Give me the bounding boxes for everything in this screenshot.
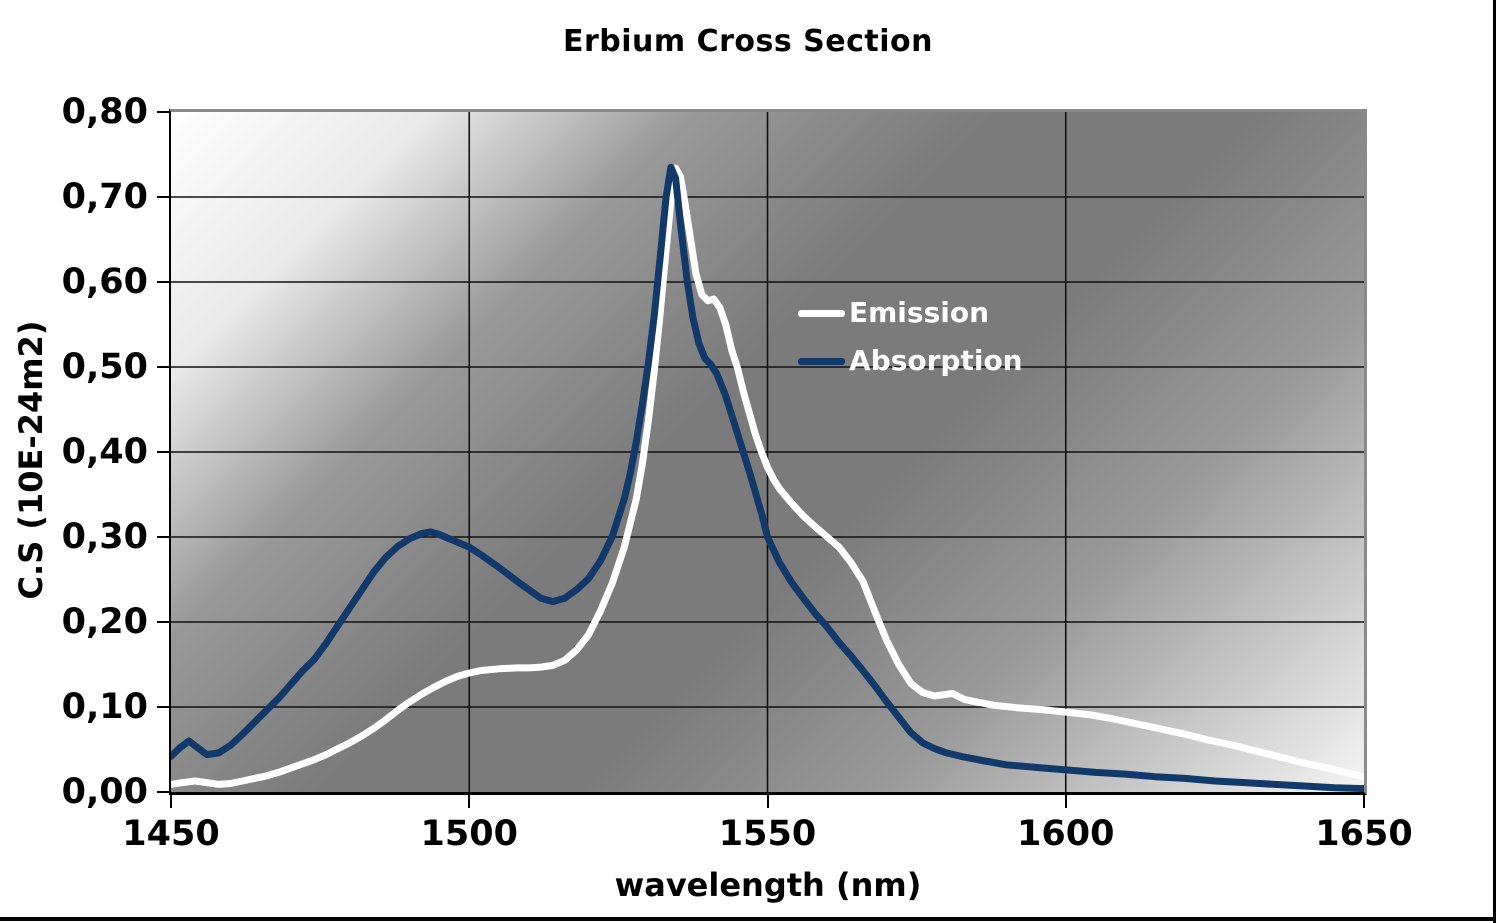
x-axis-tick — [1064, 795, 1067, 808]
y-tick-label: 0,00 — [61, 772, 148, 812]
chart-svg — [171, 112, 1364, 792]
x-axis-title: wavelength (nm) — [614, 866, 922, 904]
y-tick-label: 0,20 — [61, 602, 148, 642]
y-tick-label: 0,60 — [61, 262, 148, 302]
legend-item-emission: Emission — [798, 289, 1023, 337]
y-axis-tick — [157, 281, 170, 283]
x-tick-label: 1450 — [122, 814, 220, 854]
legend-item-absorption: Absorption — [798, 337, 1023, 385]
absorption-line — [171, 163, 1364, 792]
legend-label-absorption: Absorption — [849, 344, 1023, 377]
x-tick-label: 1500 — [420, 814, 518, 854]
y-tick-label: 0,50 — [61, 347, 148, 387]
plot-area: Emission Absorption — [169, 109, 1367, 795]
y-axis-tick — [157, 536, 170, 538]
x-tick-label: 1600 — [1017, 814, 1115, 854]
emission-line — [171, 164, 1364, 788]
x-axis-tick — [170, 795, 172, 808]
y-tick-label: 0,70 — [61, 177, 148, 217]
x-tick-label: 1550 — [718, 814, 817, 854]
absorption-swatch-icon — [798, 357, 845, 365]
y-axis-tick — [157, 196, 170, 198]
y-axis-tick — [157, 791, 170, 793]
emission-swatch-icon — [798, 309, 845, 317]
y-axis-tick — [157, 621, 170, 623]
y-tick-label: 0,30 — [61, 517, 148, 557]
x-axis-tick — [766, 795, 769, 808]
y-axis-tick — [157, 706, 170, 708]
legend: Emission Absorption — [798, 289, 1023, 385]
y-tick-label: 0,10 — [61, 687, 148, 727]
y-axis-tick — [157, 111, 170, 113]
y-tick-label: 0,40 — [61, 432, 148, 472]
x-axis-tick — [1363, 795, 1365, 808]
y-tick-label: 0,80 — [61, 92, 148, 132]
figure-frame-right — [1493, 0, 1496, 923]
y-axis-tick — [157, 366, 170, 368]
legend-label-emission: Emission — [849, 296, 989, 329]
figure-frame-bottom — [0, 917, 1496, 921]
x-axis-tick — [468, 795, 471, 808]
chart-title: Erbium Cross Section — [562, 24, 933, 59]
x-tick-label: 1650 — [1315, 814, 1413, 854]
y-axis-tick — [157, 451, 170, 453]
